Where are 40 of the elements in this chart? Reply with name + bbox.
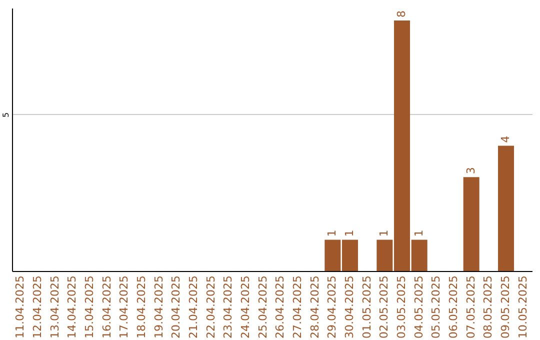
x-tick-label: 09.05.2025 (499, 276, 512, 338)
x-tick-label: 25.04.2025 (256, 276, 270, 338)
data-label: 1 (412, 230, 426, 237)
x-tick-label: 26.04.2025 (274, 276, 287, 338)
x-tick-label: 04.05.2025 (412, 276, 426, 338)
x-tick-label: 11.04.2025 (14, 276, 27, 338)
x-tick-label: 13.04.2025 (48, 276, 62, 338)
x-tick-label: 20.04.2025 (170, 276, 183, 338)
x-tick-label: 29.04.2025 (326, 276, 339, 338)
x-tick-label: 07.05.2025 (464, 276, 478, 338)
x-tick-label: 01.05.2025 (360, 276, 374, 338)
x-tick-label: 21.04.2025 (187, 276, 200, 338)
data-label: 8 (395, 10, 408, 18)
x-tick-label: 24.04.2025 (239, 276, 252, 338)
x-tick-label: 06.05.2025 (447, 276, 460, 338)
y-tick-label: 5 (2, 112, 10, 118)
x-tick-label: 10.05.2025 (516, 276, 530, 338)
x-tick-label: 03.05.2025 (395, 276, 408, 338)
x-tick-label: 02.05.2025 (378, 276, 391, 338)
x-tick-label: 23.04.2025 (222, 276, 235, 338)
x-tick-label: 15.04.2025 (83, 276, 96, 338)
x-tick-label: 16.04.2025 (100, 276, 114, 338)
bar (498, 146, 514, 271)
x-tick-label: 17.04.2025 (118, 276, 131, 338)
x-tick-label: 28.04.2025 (308, 276, 322, 338)
data-label: 1 (326, 230, 339, 237)
x-tick-label: 30.04.2025 (343, 276, 356, 338)
x-tick-label: 18.04.2025 (135, 276, 148, 338)
data-label: 1 (378, 230, 391, 237)
x-tick-label: 12.04.2025 (31, 276, 44, 338)
x-tick-label: 08.05.2025 (482, 276, 495, 338)
x-tick-label: 05.05.2025 (430, 276, 443, 338)
data-label: 4 (499, 136, 512, 143)
x-tick-label: 19.04.2025 (152, 276, 166, 338)
data-label: 1 (343, 230, 356, 237)
x-tick-label: 27.04.2025 (291, 276, 304, 338)
x-tick-label: 14.04.2025 (66, 276, 79, 338)
bar (463, 177, 480, 271)
data-label: 3 (464, 167, 478, 174)
x-tick-label: 22.04.2025 (204, 276, 218, 338)
